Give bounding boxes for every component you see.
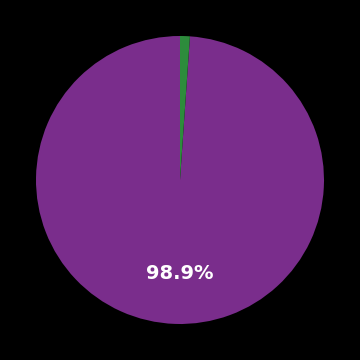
Wedge shape (180, 36, 190, 180)
Text: 98.9%: 98.9% (146, 264, 214, 283)
Wedge shape (36, 36, 324, 324)
